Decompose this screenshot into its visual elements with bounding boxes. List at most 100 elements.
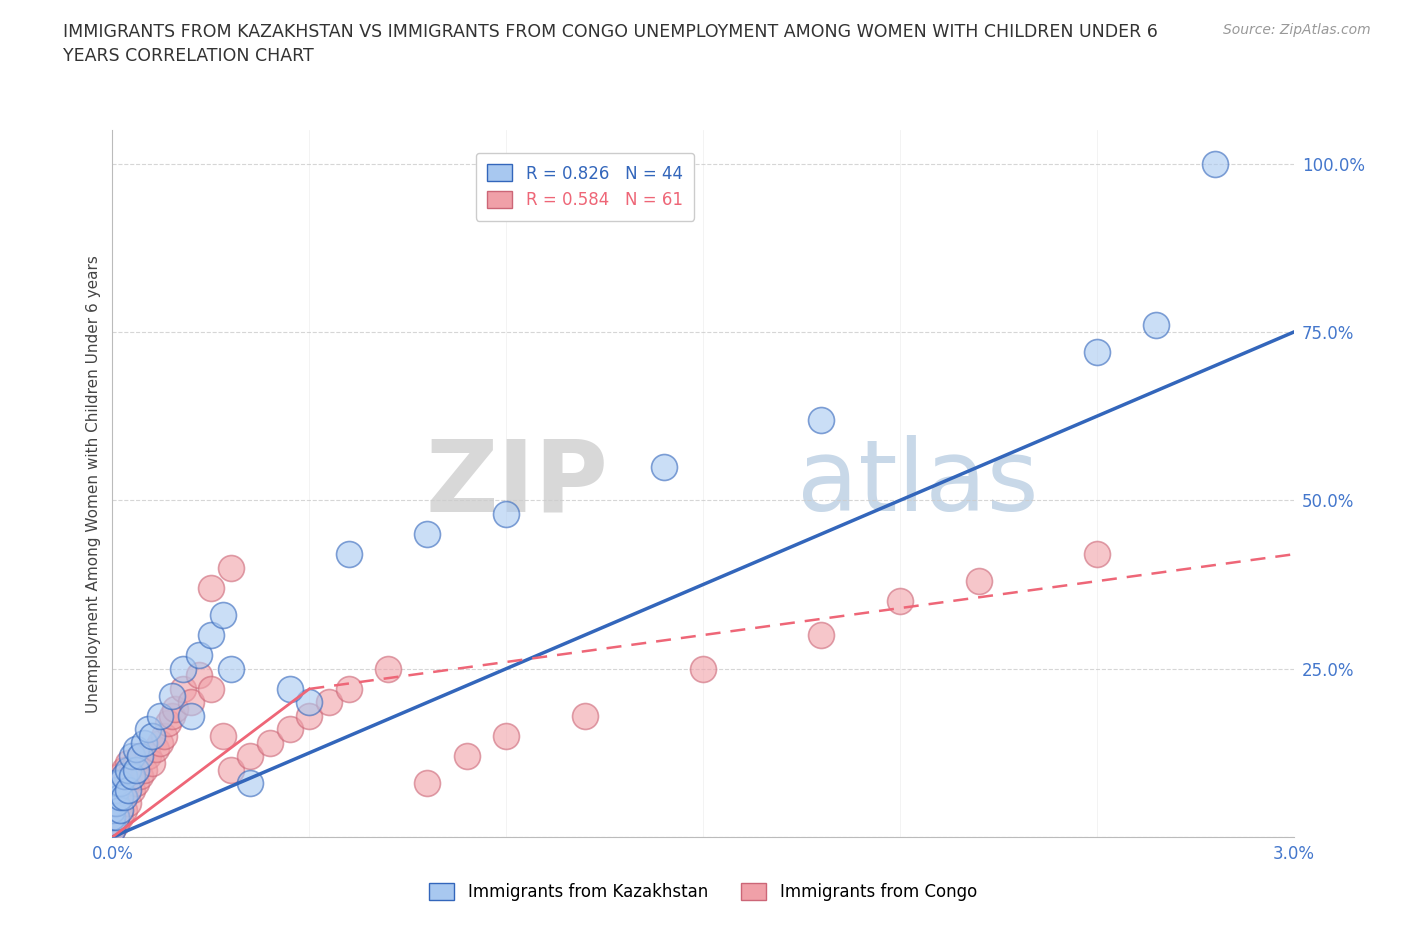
- Point: [160, 688, 183, 703]
- Point: [495, 507, 517, 522]
- Point: [112, 782, 135, 797]
- Point: [156, 715, 179, 730]
- Point: [211, 607, 233, 622]
- Point: [121, 763, 143, 777]
- Point: [200, 682, 222, 697]
- Point: [110, 776, 132, 790]
- Point: [337, 682, 360, 697]
- Point: [278, 722, 301, 737]
- Point: [110, 796, 132, 811]
- Point: [180, 695, 202, 710]
- Point: [239, 776, 262, 790]
- Point: [298, 709, 321, 724]
- Point: [112, 769, 135, 784]
- Point: [318, 695, 340, 710]
- Point: [117, 755, 139, 770]
- Text: atlas: atlas: [797, 435, 1039, 532]
- Point: [141, 728, 163, 743]
- Point: [219, 763, 242, 777]
- Point: [416, 776, 439, 790]
- Point: [165, 701, 187, 716]
- Point: [125, 755, 148, 770]
- Point: [117, 796, 139, 811]
- Point: [416, 526, 439, 541]
- Point: [105, 817, 128, 831]
- Point: [112, 803, 135, 817]
- Point: [141, 755, 163, 770]
- Point: [495, 728, 517, 743]
- Point: [129, 769, 152, 784]
- Point: [101, 809, 124, 824]
- Text: ZIP: ZIP: [426, 435, 609, 532]
- Point: [110, 809, 132, 824]
- Point: [200, 628, 222, 643]
- Point: [160, 709, 183, 724]
- Point: [105, 776, 128, 790]
- Point: [121, 782, 143, 797]
- Legend: Immigrants from Kazakhstan, Immigrants from Congo: Immigrants from Kazakhstan, Immigrants f…: [423, 876, 983, 908]
- Point: [101, 817, 124, 831]
- Point: [1144, 318, 1167, 333]
- Point: [125, 776, 148, 790]
- Point: [967, 574, 990, 589]
- Point: [110, 790, 132, 804]
- Point: [125, 742, 148, 757]
- Point: [132, 736, 155, 751]
- Point: [180, 709, 202, 724]
- Point: [105, 803, 128, 817]
- Point: [456, 749, 478, 764]
- Point: [121, 769, 143, 784]
- Point: [105, 809, 128, 824]
- Point: [112, 790, 135, 804]
- Point: [105, 782, 128, 797]
- Point: [1085, 547, 1108, 562]
- Point: [112, 763, 135, 777]
- Point: [219, 560, 242, 575]
- Point: [152, 728, 174, 743]
- Point: [117, 776, 139, 790]
- Point: [149, 709, 172, 724]
- Point: [110, 803, 132, 817]
- Point: [101, 823, 124, 838]
- Point: [121, 749, 143, 764]
- Point: [125, 763, 148, 777]
- Point: [132, 763, 155, 777]
- Point: [136, 749, 159, 764]
- Point: [200, 580, 222, 595]
- Point: [136, 722, 159, 737]
- Point: [101, 782, 124, 797]
- Point: [188, 648, 211, 663]
- Point: [692, 661, 714, 676]
- Point: [105, 782, 128, 797]
- Point: [377, 661, 399, 676]
- Point: [129, 749, 152, 764]
- Point: [172, 661, 194, 676]
- Text: Source: ZipAtlas.com: Source: ZipAtlas.com: [1223, 23, 1371, 37]
- Point: [117, 782, 139, 797]
- Point: [101, 796, 124, 811]
- Point: [129, 749, 152, 764]
- Point: [101, 823, 124, 838]
- Point: [110, 782, 132, 797]
- Point: [172, 682, 194, 697]
- Y-axis label: Unemployment Among Women with Children Under 6 years: Unemployment Among Women with Children U…: [86, 255, 101, 712]
- Point: [101, 803, 124, 817]
- Point: [101, 803, 124, 817]
- Point: [101, 817, 124, 831]
- Point: [188, 668, 211, 683]
- Text: IMMIGRANTS FROM KAZAKHSTAN VS IMMIGRANTS FROM CONGO UNEMPLOYMENT AMONG WOMEN WIT: IMMIGRANTS FROM KAZAKHSTAN VS IMMIGRANTS…: [63, 23, 1159, 65]
- Point: [810, 412, 832, 427]
- Point: [101, 790, 124, 804]
- Point: [1085, 345, 1108, 360]
- Point: [101, 809, 124, 824]
- Point: [149, 736, 172, 751]
- Point: [337, 547, 360, 562]
- Point: [810, 628, 832, 643]
- Point: [239, 749, 262, 764]
- Legend: R = 0.826   N = 44, R = 0.584   N = 61: R = 0.826 N = 44, R = 0.584 N = 61: [475, 153, 695, 220]
- Point: [105, 796, 128, 811]
- Point: [259, 736, 281, 751]
- Point: [219, 661, 242, 676]
- Point: [101, 796, 124, 811]
- Point: [652, 459, 675, 474]
